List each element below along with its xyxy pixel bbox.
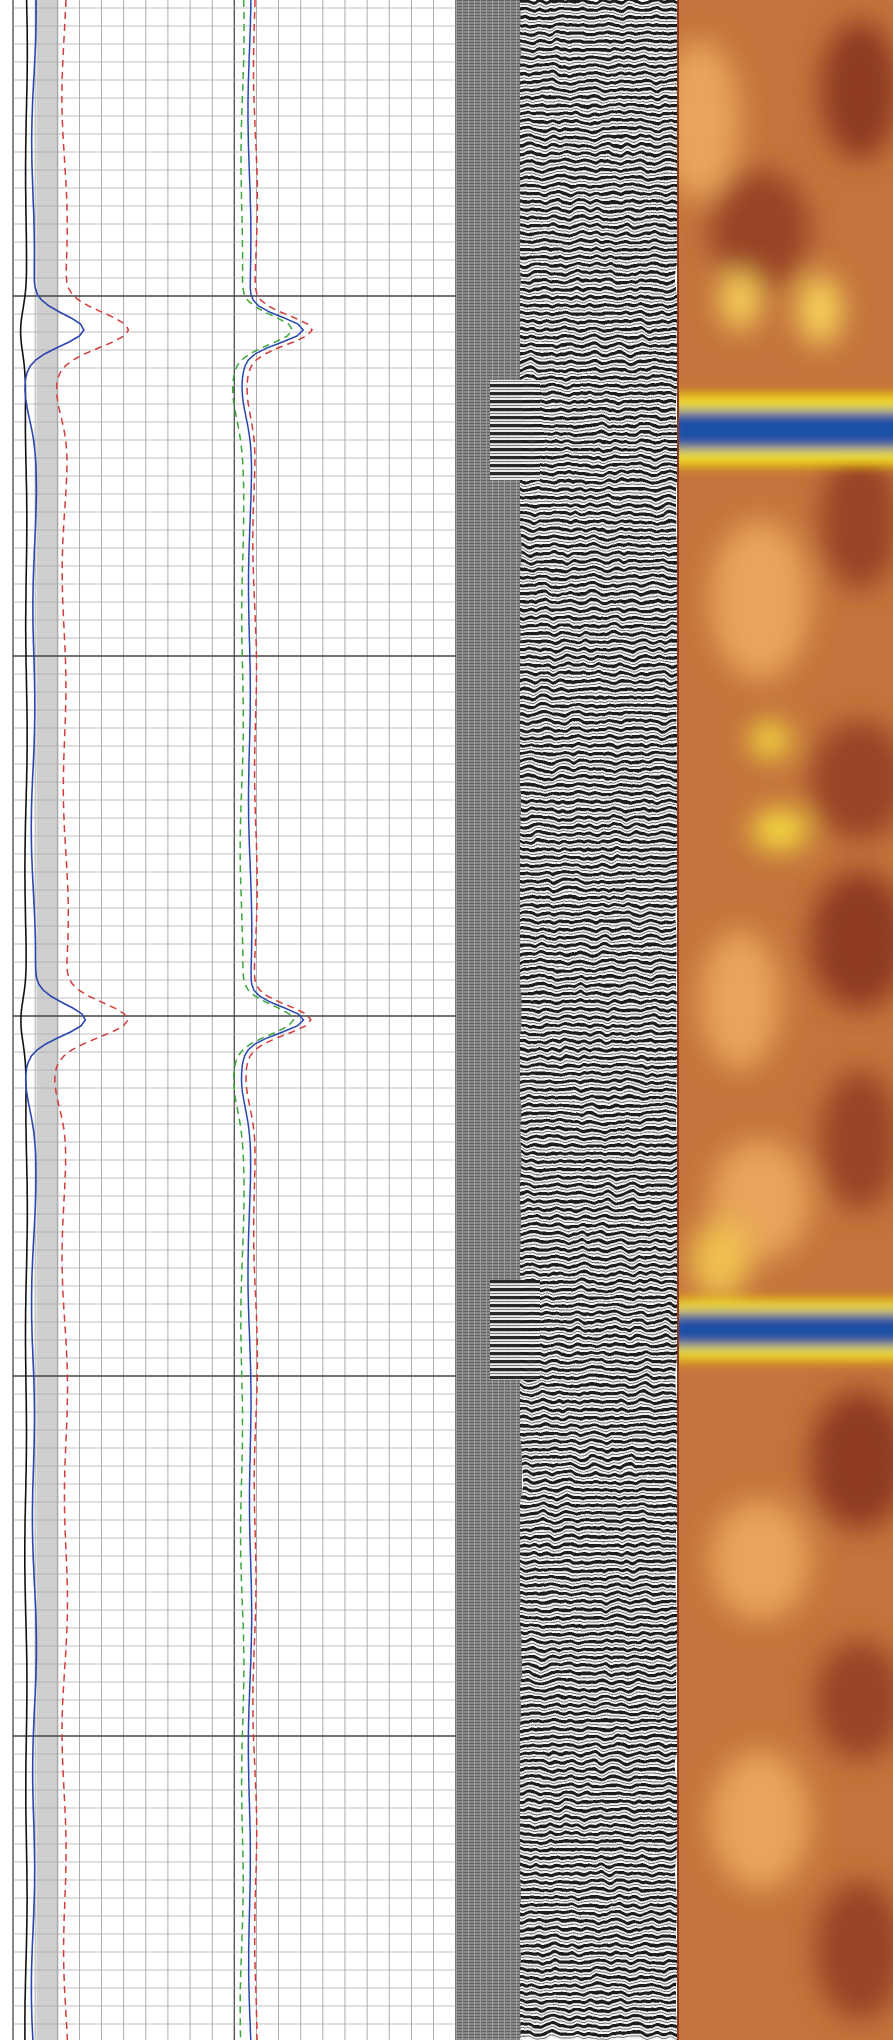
map-blob (710, 170, 810, 290)
map-blob (820, 1070, 893, 1210)
log-curve (240, 0, 305, 2040)
map-blob (798, 275, 842, 345)
log-curve (19, 0, 29, 2040)
map-blob (815, 1640, 893, 1760)
map-blob (810, 1390, 893, 1530)
map-blob (690, 1220, 750, 1300)
cement-map (677, 0, 893, 2040)
map-blob (710, 1750, 810, 1890)
log-curve (54, 0, 130, 2040)
vdl-waveforms (520, 0, 677, 2040)
map-blob (710, 1500, 810, 1620)
vdl-arrival (490, 380, 540, 480)
map-blob (810, 870, 893, 1010)
map-blob (752, 810, 808, 850)
map-blob (700, 930, 780, 1070)
map-blob (820, 450, 893, 590)
map-blob (710, 520, 810, 680)
log-curve (231, 0, 295, 2040)
curve-tracks (12, 0, 457, 2040)
map-blob (815, 1880, 893, 2020)
map-blob (820, 20, 893, 160)
vdl-reference (456, 0, 522, 2040)
shading (36, 0, 59, 2040)
vdl-track (456, 0, 677, 2040)
map-blob (720, 270, 760, 330)
map-blob (750, 722, 790, 758)
map-blob (810, 720, 893, 840)
map-blob (677, 40, 740, 200)
vdl-arrival (490, 1280, 540, 1380)
log-curve (24, 0, 87, 2040)
log-curve (245, 0, 314, 2040)
